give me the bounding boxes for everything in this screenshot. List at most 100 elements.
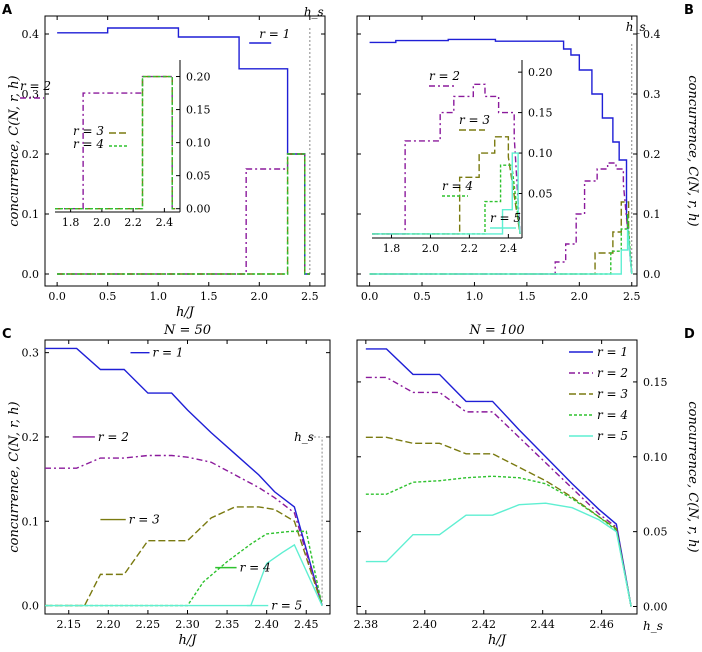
c-series-r5 (45, 543, 323, 607)
a-series-r4 (57, 153, 310, 275)
c-ytick-label: 0.1 (22, 515, 40, 528)
b-inset-ytick-label: 0.15 (528, 107, 553, 120)
a-panel-letter: A (2, 3, 12, 18)
panel-b-inset: 1.8 2.0 2.2 2.4 0.05 0.10 0.15 0.20 r = 2 r = 3 r … (372, 60, 553, 255)
c-ytick-label: 0.2 (22, 431, 40, 444)
b-inset-xtick-label: 2.0 (422, 242, 440, 255)
panel-b: 0.0 0.5 1.0 1.5 2.0 2.50.00.10.20.30.4h_sconc… (356, 3, 700, 303)
a-hs-label: h_s (304, 5, 324, 19)
b-inset-legend-label: r = 5 (490, 211, 521, 225)
a-inset-xtick-label: 2.2 (124, 216, 142, 229)
c-xtick-label: 2.45 (294, 618, 319, 631)
c-xtick-label: 2.15 (57, 618, 82, 631)
c-xtick-label: 2.25 (136, 618, 161, 631)
a-ytick-label: 0.1 (22, 208, 40, 221)
panel-a-inset: 1.8 2.0 2.2 2.4 0.00 0.05 0.10 0.15 0.20 r = 2 r =… (20, 60, 211, 229)
c-series-r4 (45, 530, 323, 607)
a-xtick-label: 0.0 (48, 290, 66, 303)
b-ytick-label: 0.2 (643, 148, 661, 161)
a-inset-xtick-label: 2.0 (93, 216, 111, 229)
b-xtick-label: 2.5 (623, 290, 641, 303)
a-inset-xtick-label: 2.4 (156, 216, 174, 229)
d-ylabel: concurrence, C(N, r, h) (685, 401, 700, 552)
a-inset-inset-background (55, 60, 180, 212)
c-hs-label: h_s (294, 430, 314, 444)
c-annotation-label: r = 2 (98, 430, 129, 444)
d-legend-label: r = 3 (597, 387, 628, 401)
a-xtick-label: 1.5 (200, 290, 218, 303)
b-inset-series-r5 (372, 152, 521, 235)
a-inset-legend-label: r = 4 (73, 137, 104, 151)
a-inset-xtick-label: 1.8 (62, 216, 80, 229)
d-xlabel: h/J (488, 633, 507, 648)
a-xtick-label: 0.5 (99, 290, 117, 303)
d-frame (356, 339, 638, 615)
c-xtick-label: 2.35 (215, 618, 240, 631)
a-xlabel: h/J (176, 305, 195, 320)
d-series-r4 (365, 475, 632, 607)
d-legend-label: r = 1 (597, 345, 628, 359)
a-frame (44, 15, 326, 287)
b-inset-legend-label: r = 2 (429, 69, 460, 83)
a-inset-ytick-label: 0.00 (186, 203, 211, 216)
b-ytick-label: 0.1 (643, 208, 661, 221)
d-legend-label: r = 5 (597, 429, 628, 443)
a-annotation-label: r = 1 (259, 27, 290, 41)
d-legend-label: r = 2 (597, 366, 628, 380)
c-annotation-label: r = 1 (153, 346, 184, 360)
d-title: N = 100 (468, 323, 524, 338)
d-ytick-label: 0.10 (643, 451, 668, 464)
b-xtick-label: 1.0 (466, 290, 484, 303)
a-ytick-label: 0.0 (22, 268, 40, 281)
a-ytick-label: 0.2 (22, 148, 40, 161)
b-ytick-label: 0.3 (643, 88, 661, 101)
d-ytick-label: 0.00 (643, 601, 668, 614)
c-annotation-label: r = 5 (271, 599, 302, 613)
b-ylabel: concurrence, C(N, r, h) (685, 75, 700, 226)
a-xtick-label: 1.0 (149, 290, 167, 303)
b-ytick-label: 0.0 (643, 268, 661, 281)
a-inset-ytick-label: 0.05 (186, 170, 211, 183)
panel-c: 2.15 2.20 2.25 2.30 2.35 2.40 2.45 0.0 0.1 0.2 0.3… (2, 323, 331, 648)
d-legend-label: r = 4 (597, 408, 628, 422)
c-series-r1 (45, 347, 323, 606)
c-ytick-label: 0.0 (22, 600, 40, 613)
c-ylabel: concurrence, C(N, r, h) (7, 401, 22, 552)
d-ytick-label: 0.15 (643, 376, 668, 389)
b-series-r4 (369, 213, 633, 275)
d-xtick-label: 2.44 (530, 618, 555, 631)
b-inset-legend-label: r = 4 (442, 179, 473, 193)
d-xtick-label: 2.46 (589, 618, 614, 631)
b-inset-ytick-label: 0.20 (528, 66, 553, 79)
d-hs-label: h_s (643, 619, 663, 633)
b-series-r5 (369, 228, 633, 275)
c-frame (44, 339, 331, 615)
c-series-r2 (45, 454, 323, 606)
c-xtick-label: 2.40 (254, 618, 279, 631)
d-series-r2 (365, 376, 632, 607)
c-title: N = 50 (163, 323, 211, 338)
a-inset-legend-label: r = 2 (20, 79, 51, 93)
b-xtick-label: 0.5 (413, 290, 431, 303)
b-inset-xtick-label: 1.8 (383, 242, 401, 255)
a-xtick-label: 2.0 (251, 290, 269, 303)
b-xtick-label: 2.0 (571, 290, 589, 303)
b-inset-series-r3 (372, 136, 521, 235)
a-ytick-label: 0.4 (22, 28, 40, 41)
d-xtick-label: 2.40 (413, 618, 438, 631)
b-xtick-label: 0.0 (361, 290, 379, 303)
b-inset-legend-label: r = 3 (459, 113, 490, 127)
b-inset-series-r2 (372, 83, 521, 235)
panel-d: 2.38 2.40 2.42 2.44 2.46 0.00 0.05 0.10 0.15 h/J c… (354, 323, 700, 648)
c-xtick-label: 2.20 (96, 618, 121, 631)
c-series-r3 (45, 506, 323, 607)
b-inset-xtick-label: 2.4 (500, 242, 518, 255)
b-inset-ytick-label: 0.10 (528, 147, 553, 160)
c-xlabel: h/J (179, 633, 198, 648)
a-inset-ytick-label: 0.10 (186, 137, 211, 150)
c-annotation-label: r = 4 (240, 561, 271, 575)
b-series-r1 (369, 38, 633, 275)
d-xtick-label: 2.42 (471, 618, 496, 631)
a-inset-ytick-label: 0.15 (186, 104, 211, 117)
